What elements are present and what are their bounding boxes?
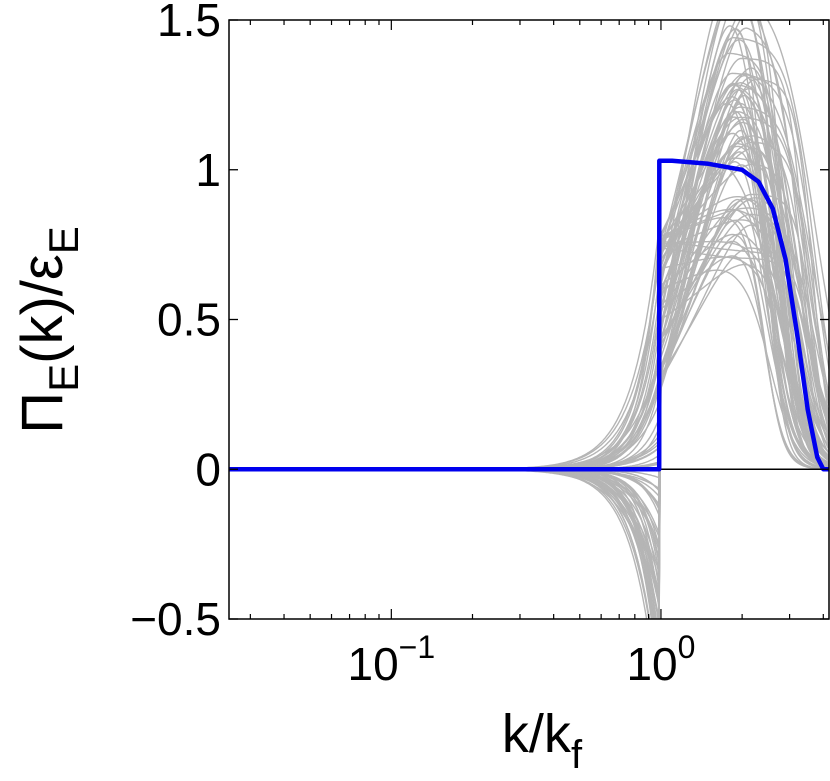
y-tick-label: 0.5 [157, 294, 221, 346]
x-tick-label-exp: −1 [399, 629, 435, 665]
plot-area [229, 20, 829, 619]
y-tick-label: 1.5 [157, 0, 221, 46]
y-tick-label: 1 [195, 144, 221, 196]
x-tick-label: 100 [626, 629, 695, 690]
x-tick-label: 10−1 [348, 629, 436, 690]
x-axis-label-sub: f [571, 733, 583, 777]
x-ticks: 10−1 100 [249, 20, 824, 690]
mean-line [229, 158, 829, 472]
y-tick-label: −0.5 [130, 593, 221, 645]
y-axis-label-pi: Π [10, 392, 75, 434]
x-tick-label-base: 10 [626, 638, 677, 690]
x-tick-label-base: 10 [348, 638, 399, 690]
y-axis-label-sub2: E [40, 226, 87, 254]
y-ticks: −0.5 0 0.5 1 1.5 [130, 0, 829, 645]
y-axis-label-sub1: E [40, 364, 87, 392]
y-tick-label: 0 [195, 443, 221, 495]
x-axis-label-main: k/k [502, 704, 572, 764]
mean-line-group [229, 158, 829, 472]
y-axis-label: ΠE(k)/εE [10, 226, 87, 434]
y-axis-label-mid: (k)/ε [10, 254, 75, 364]
plot-background [229, 20, 829, 619]
x-axis-label: k/kf [502, 704, 583, 777]
x-tick-label-exp: 0 [678, 629, 696, 665]
